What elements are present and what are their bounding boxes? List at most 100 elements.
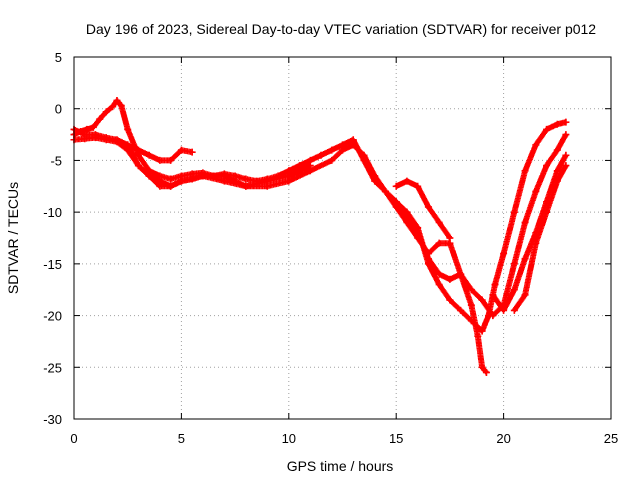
data-point <box>446 234 454 242</box>
data-point <box>553 120 561 128</box>
data-point <box>242 175 250 183</box>
series-track-e <box>381 187 490 376</box>
data-point <box>96 115 104 123</box>
data-point <box>81 131 89 139</box>
data-point <box>510 208 518 216</box>
data-point <box>562 118 570 126</box>
data-point <box>177 146 185 154</box>
data-point <box>435 239 443 247</box>
data-point <box>489 312 497 320</box>
data-point <box>328 146 336 154</box>
data-point <box>446 296 454 304</box>
data-point <box>89 123 97 131</box>
data-point <box>532 187 540 195</box>
data-point <box>156 182 164 190</box>
data-point <box>424 250 432 258</box>
data-point <box>562 131 570 139</box>
data-point <box>457 306 465 314</box>
data-point <box>199 172 207 180</box>
data-point <box>500 306 508 314</box>
data-point <box>167 182 175 190</box>
data-point <box>220 177 228 185</box>
x-tick-label: 15 <box>389 431 403 446</box>
data-point <box>446 275 454 283</box>
series-markers <box>489 152 569 314</box>
data-point <box>392 203 400 211</box>
data-point <box>102 108 110 116</box>
data-point <box>521 291 529 299</box>
series-track-d <box>124 141 314 190</box>
data-point <box>553 167 561 175</box>
data-point <box>562 162 570 170</box>
data-point <box>553 177 561 185</box>
data-point <box>109 103 117 111</box>
data-point <box>113 136 121 144</box>
data-point <box>91 131 99 139</box>
data-point <box>500 250 508 258</box>
y-axis-label: SDTVAR / TECUs <box>5 182 21 294</box>
data-point <box>145 151 153 159</box>
chart-title: Day 196 of 2023, Sidereal Day-to-day VTE… <box>86 21 596 37</box>
data-point <box>467 286 475 294</box>
data-point <box>543 125 551 133</box>
data-point <box>371 172 379 180</box>
y-tick-label: -5 <box>50 153 62 168</box>
series-track-h <box>510 162 570 314</box>
y-tick-label: -20 <box>43 309 62 324</box>
data-point <box>285 172 293 180</box>
data-point <box>435 218 443 226</box>
data-point <box>296 167 304 175</box>
data-point <box>562 151 570 159</box>
data-point <box>242 182 250 190</box>
data-point <box>414 182 422 190</box>
data-point <box>339 146 346 154</box>
data-point <box>491 281 499 289</box>
data-point <box>381 187 389 195</box>
y-tick-label: -30 <box>43 412 62 427</box>
data-point <box>306 162 314 170</box>
data-point <box>457 270 465 278</box>
x-tick-label: 25 <box>604 431 618 446</box>
data-point <box>188 148 196 156</box>
data-point <box>317 151 325 159</box>
data-point <box>478 363 486 371</box>
data-point <box>435 270 443 278</box>
data-point <box>263 177 271 185</box>
data-point <box>435 281 443 289</box>
x-axis-label: GPS time / hours <box>287 458 394 474</box>
y-tick-label: 0 <box>55 102 62 117</box>
data-point <box>188 175 196 183</box>
y-tick-label: -10 <box>43 205 62 220</box>
y-tick-label: 5 <box>55 50 62 65</box>
data-point <box>403 177 411 185</box>
data-point <box>424 203 432 211</box>
data-point <box>403 218 411 226</box>
data-point <box>521 167 529 175</box>
y-tick-label: -15 <box>43 257 62 272</box>
data-point <box>467 301 475 309</box>
data-point <box>532 239 540 247</box>
data-point <box>124 125 132 133</box>
y-tick-label: -25 <box>43 360 62 375</box>
data-point <box>532 141 540 149</box>
data-point <box>521 255 529 263</box>
data-point <box>482 368 490 376</box>
data-point <box>392 182 400 190</box>
data-point <box>360 151 368 159</box>
data-point <box>510 286 518 294</box>
data-point <box>124 141 132 149</box>
axis-ticks: 0 5 10 15 20 25 5 0 -5 -10 -15 -20 -25 -30 <box>43 50 618 446</box>
data-point <box>510 260 518 268</box>
data-point <box>231 172 239 180</box>
gridlines <box>74 57 611 419</box>
data-point <box>134 146 142 154</box>
data-point <box>113 96 121 104</box>
data-series <box>70 96 570 376</box>
data-point <box>478 296 486 304</box>
data-point <box>543 208 551 216</box>
data-point <box>521 218 529 226</box>
data-point <box>328 156 336 164</box>
data-point <box>117 102 125 110</box>
data-point <box>543 162 551 170</box>
